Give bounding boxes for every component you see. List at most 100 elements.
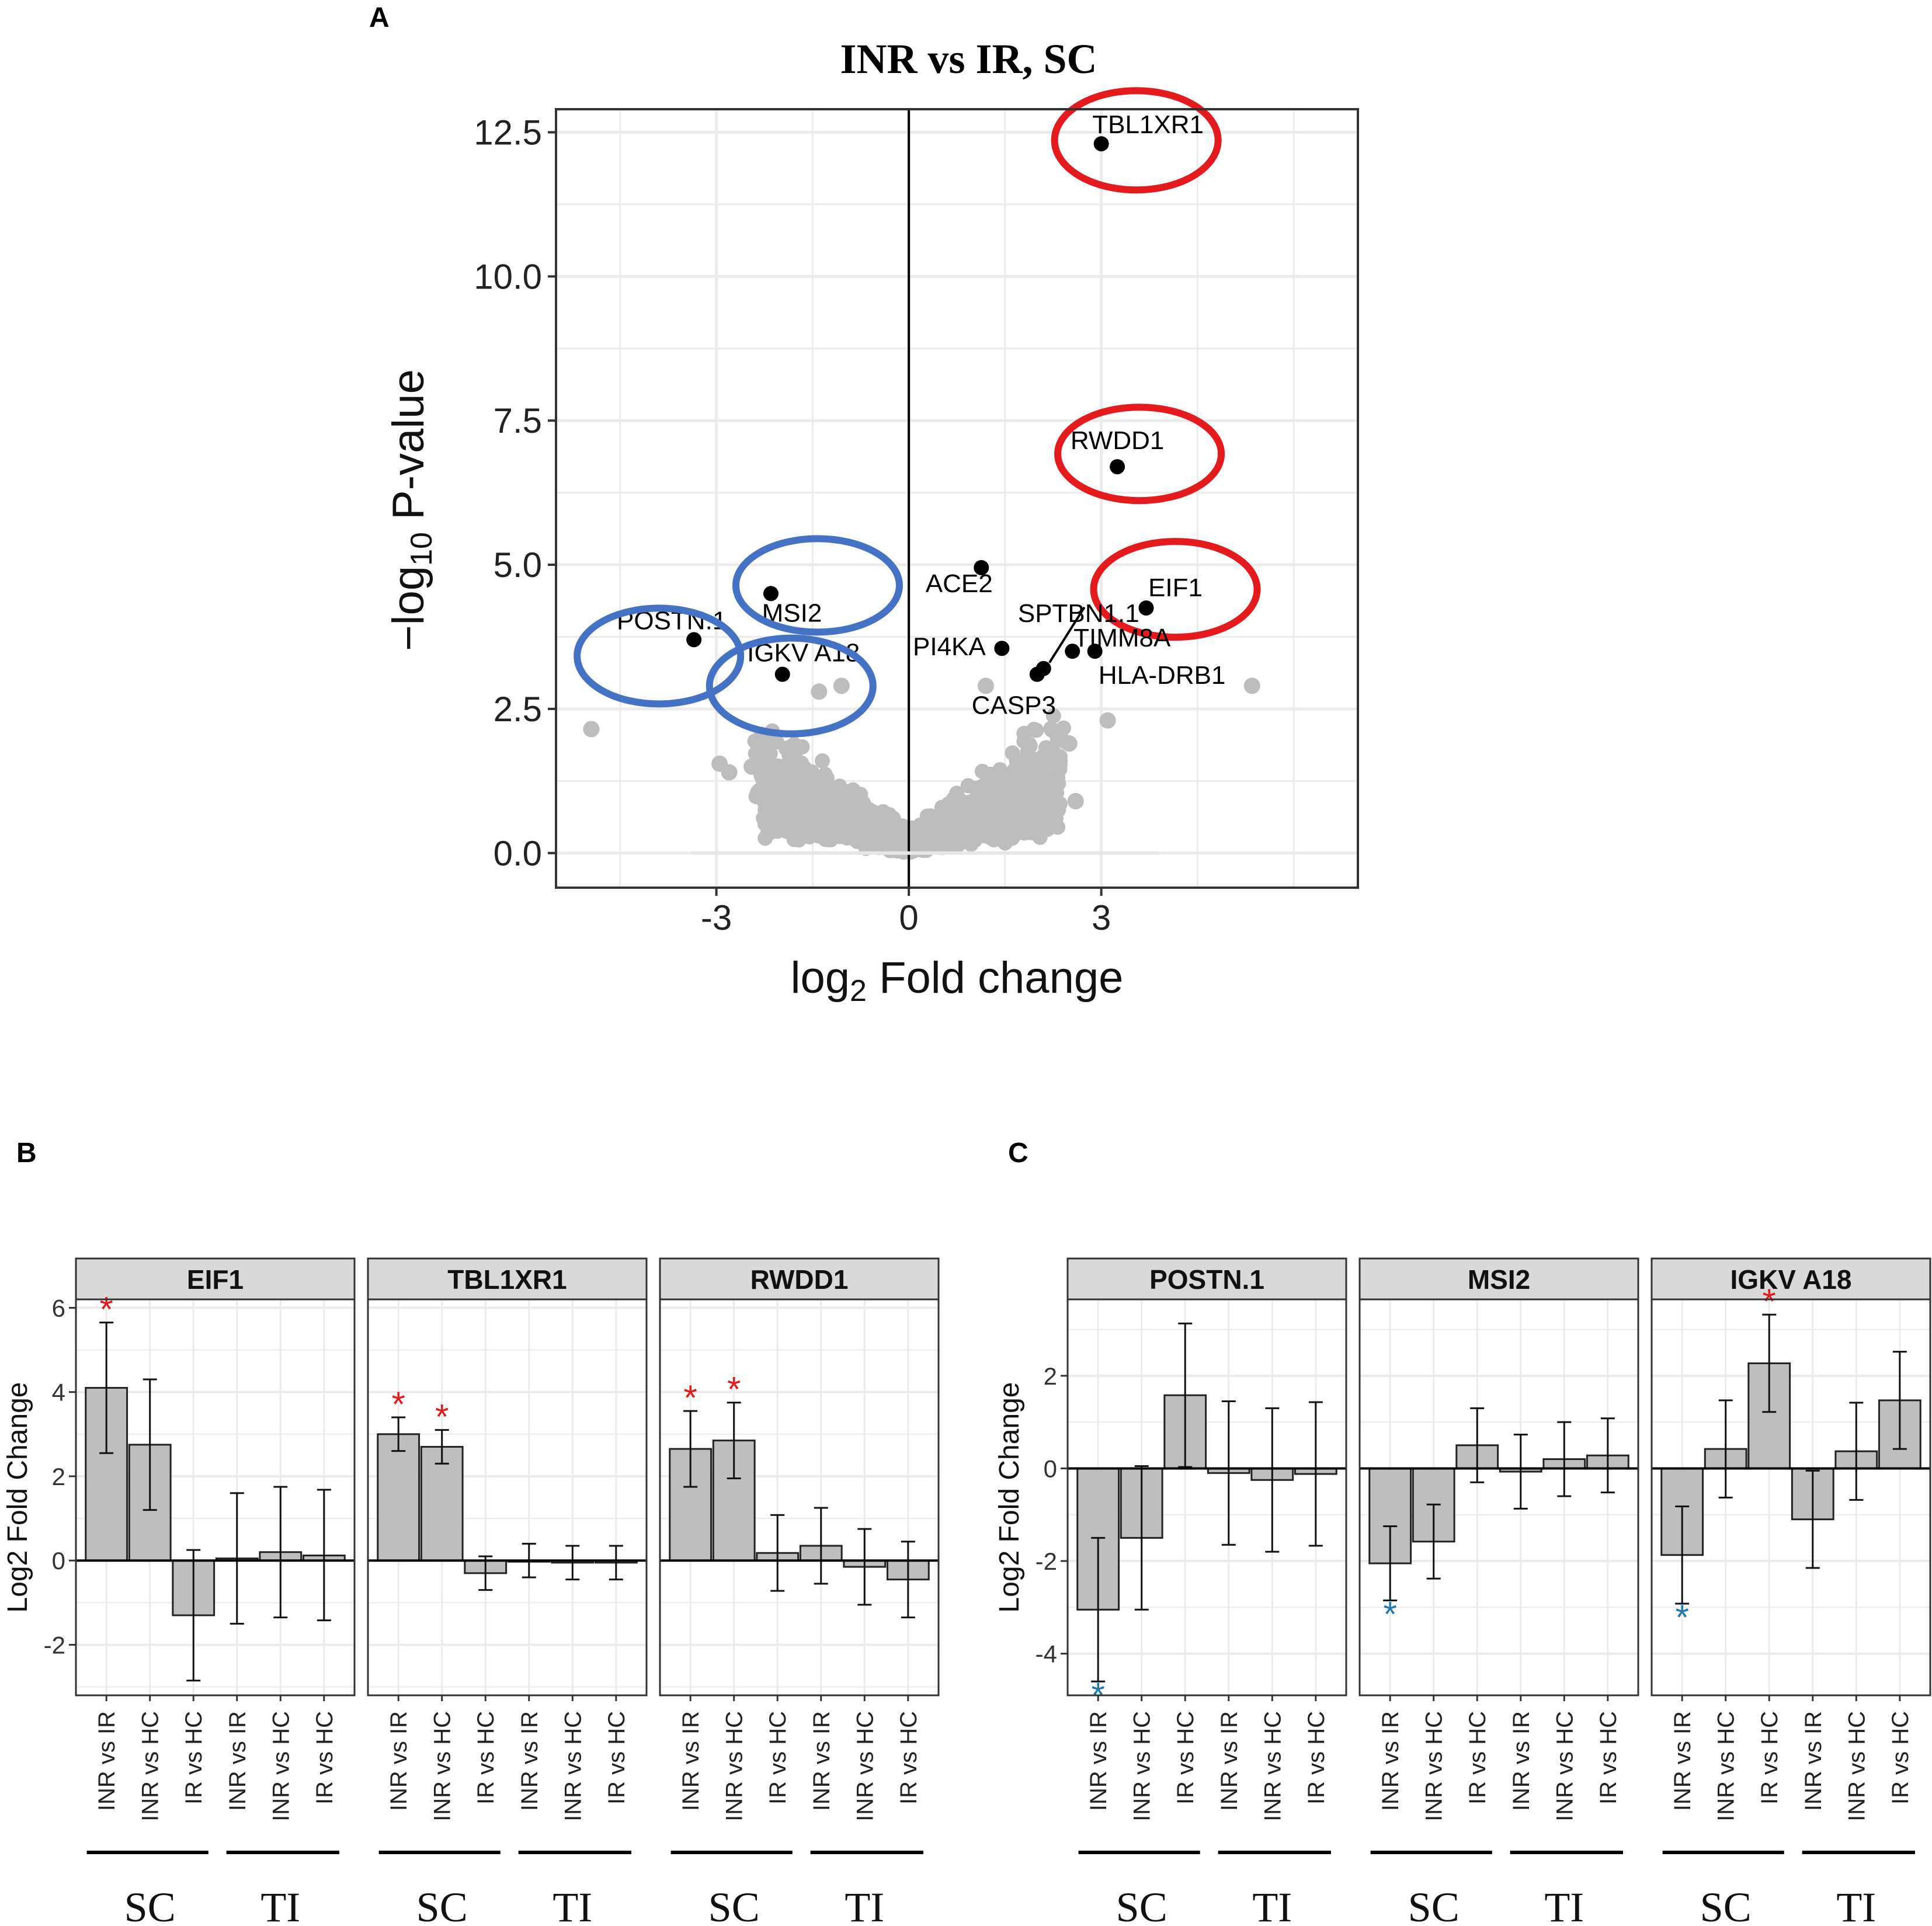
background-point	[1003, 768, 1019, 784]
facet-title: RWDD1	[750, 1264, 849, 1295]
x-tick-label: INR vs HC	[852, 1711, 878, 1821]
panel-label-a: A	[369, 2, 390, 33]
background-point	[978, 779, 993, 795]
point-label: ACE2	[926, 569, 993, 598]
x-tick-label: 0	[899, 898, 918, 937]
point-label: EIF1	[1148, 573, 1203, 602]
background-point	[842, 819, 858, 835]
panel-label-b: B	[16, 1138, 37, 1169]
y-tick-label: 7.5	[494, 401, 542, 440]
y-tick-label: 0	[1044, 1455, 1057, 1482]
group-label-sc: SC	[1408, 1884, 1460, 1926]
x-tick-label: 3	[1092, 898, 1111, 937]
significance-star: *	[727, 1370, 741, 1409]
x-tick-label: IR vs HC	[473, 1711, 499, 1805]
x-tick-label: INR vs HC	[430, 1711, 456, 1821]
background-point	[1026, 766, 1041, 782]
labeled-point	[1138, 600, 1154, 616]
y-tick-label: 12.5	[474, 113, 542, 152]
background-point	[774, 764, 790, 780]
facet-tbl1xr1: TBL1XR1 * INR vs IR * INR vs HC IR vs HC INR v…	[367, 1257, 648, 1926]
y-tick-label: -2	[1036, 1548, 1057, 1575]
x-tick-label: INR vs HC	[268, 1711, 294, 1821]
background-point	[801, 828, 817, 843]
outlier-point	[977, 677, 994, 694]
x-tick-label: INR vs HC	[138, 1711, 164, 1821]
group-label-ti: TI	[553, 1884, 592, 1926]
group-label-sc: SC	[416, 1884, 468, 1926]
background-point	[787, 748, 802, 763]
y-tick-label: 2.5	[494, 690, 542, 729]
x-tick-label: INR vs HC	[1844, 1711, 1870, 1821]
labeled-point	[1065, 644, 1080, 659]
outlier-point	[1099, 712, 1116, 729]
background-point	[818, 816, 834, 832]
facet-border	[367, 1298, 648, 1696]
background-point	[974, 763, 990, 779]
facet-strip	[1358, 1257, 1639, 1301]
background-point	[1007, 821, 1023, 836]
x-tick-label: INR vs HC	[1422, 1711, 1447, 1821]
significance-star: *	[99, 1290, 113, 1329]
group-label-ti: TI	[845, 1884, 884, 1926]
background-point	[748, 746, 763, 762]
plot-border	[555, 108, 1359, 889]
y-tick-label: 0.0	[494, 834, 542, 873]
background-point	[826, 827, 842, 843]
background-point	[953, 811, 968, 826]
y-tick-label: 10.0	[474, 257, 542, 296]
background-point	[801, 787, 817, 803]
x-tick-label: IR vs HC	[765, 1711, 791, 1805]
facet-strip	[1066, 1257, 1347, 1301]
y-tick-label: 4	[52, 1379, 65, 1406]
x-tick-label: INR vs IR	[809, 1711, 835, 1811]
labeled-point	[1029, 666, 1045, 682]
outlier-point	[583, 721, 600, 738]
group-label-sc: SC	[124, 1884, 176, 1926]
bar-chart-panel-b: Log2 Fold Change -2 0 2 4 6 EIF1 * INR vs IR INR …	[2, 1257, 940, 1926]
labeled-point	[994, 641, 1010, 656]
point-label: HLA-DRB1	[1099, 661, 1226, 690]
outlier-point	[721, 764, 738, 781]
y-axis-title: −log10 P-value	[384, 369, 439, 651]
facet-title: IGKV A18	[1731, 1264, 1852, 1295]
x-tick-label: INR vs HC	[722, 1711, 748, 1821]
highlight-circle	[1051, 87, 1222, 194]
facet-border	[1650, 1298, 1931, 1696]
background-point	[757, 816, 773, 832]
x-tick-label: INR vs HC	[1130, 1711, 1155, 1821]
bar-chart-panel-c: Log2 Fold Change -4 -2 0 2 POSTN.1 * INR vs IR I…	[994, 1257, 1931, 1926]
significance-star: *	[1675, 1598, 1688, 1637]
background-point	[1016, 725, 1032, 741]
volcano-plot: INR vs IR, SCTBL1XR1RWDD1EIF1ACE2TIMM8AS…	[384, 36, 1359, 1008]
background-point	[989, 809, 1005, 825]
background-point	[787, 784, 802, 800]
background-point	[771, 818, 787, 834]
background-point	[1020, 745, 1036, 760]
background-point	[1005, 795, 1021, 811]
x-tick-label: IR vs HC	[1757, 1711, 1782, 1805]
facet-igkv-a18: IGKV A18*INR vs IR INR vs HC*IR vs HC INR …	[1650, 1257, 1931, 1926]
significance-star: *	[1383, 1594, 1396, 1633]
facet-msi2: MSI2 * INR vs IR INR vs HC IR vs HC INR vs IR…	[1358, 1257, 1639, 1926]
labeled-point	[1110, 459, 1125, 475]
background-point	[815, 753, 831, 769]
x-tick-label: INR vs IR	[1801, 1711, 1826, 1811]
x-tick-label: IR vs HC	[604, 1711, 630, 1805]
significance-star: *	[391, 1385, 405, 1424]
background-point	[822, 784, 838, 799]
x-tick-label: INR vs IR	[225, 1711, 251, 1811]
background-point	[1055, 720, 1071, 736]
label-leader-line	[1048, 606, 1086, 663]
bar	[377, 1433, 421, 1562]
labeled-point	[686, 632, 702, 648]
x-tick-label: INR vs HC	[1552, 1711, 1577, 1821]
highlight-circle	[1054, 404, 1225, 505]
outlier-point	[811, 683, 828, 700]
x-tick-label: INR vs IR	[386, 1711, 412, 1811]
x-tick-label: INR vs HC	[1714, 1711, 1739, 1821]
x-tick-label: -3	[701, 898, 732, 937]
background-point	[888, 818, 904, 834]
background-point	[762, 746, 778, 762]
background-point	[769, 734, 784, 750]
